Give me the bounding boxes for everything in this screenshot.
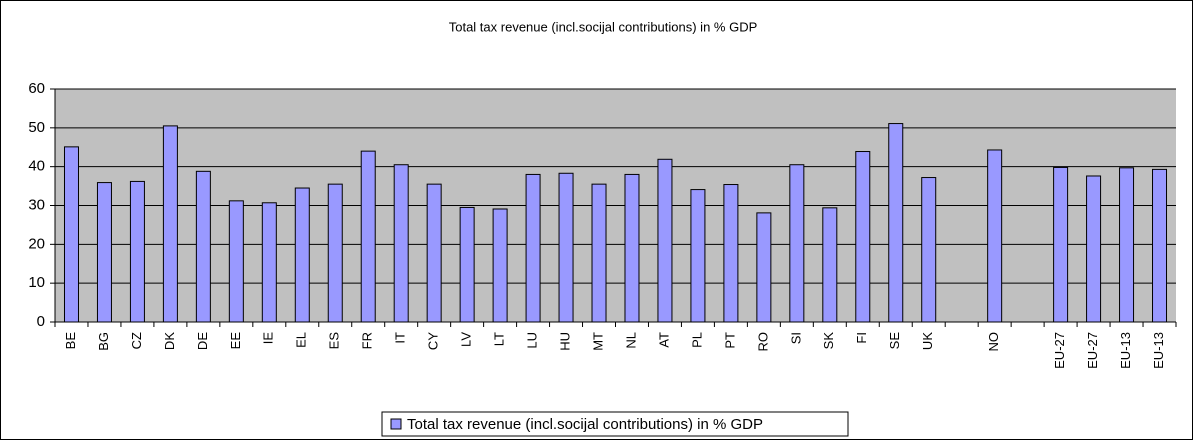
y-tick-label: 40 [28, 158, 45, 175]
bar [624, 173, 640, 323]
x-tick-label: MT [590, 332, 605, 351]
x-tick-label: RO [755, 332, 770, 352]
bar [690, 189, 706, 323]
x-tick-label: FR [360, 332, 375, 349]
bar [63, 146, 79, 323]
bar [492, 208, 508, 323]
x-tick-label: EU-27 [1085, 332, 1100, 369]
x-tick-label: NL [623, 332, 638, 349]
legend-label: Total tax revenue (incl.socijal contribu… [407, 416, 763, 433]
y-tick-label: 20 [28, 235, 45, 252]
bar [591, 183, 607, 323]
chart-title: Total tax revenue (incl.socijal contribu… [449, 19, 758, 34]
bar [129, 180, 145, 323]
bar [822, 207, 838, 323]
x-tick-label: DE [195, 332, 210, 350]
x-tick-label: CZ [129, 332, 144, 349]
bar [855, 151, 871, 323]
x-tick-label: EU-13 [1118, 332, 1133, 369]
x-tick-label: UK [920, 332, 935, 350]
x-tick-label: EL [294, 332, 309, 348]
x-tick-label: HU [557, 332, 572, 351]
bar [96, 182, 112, 323]
x-tick-label: FI [854, 332, 869, 344]
bar [987, 149, 1003, 323]
x-tick-label: BE [63, 332, 78, 350]
bar [327, 183, 343, 323]
x-tick-label: CY [426, 332, 441, 350]
x-tick-label: SK [821, 332, 836, 350]
x-tick-label: NO [986, 332, 1001, 352]
x-tick-label: EU-13 [1151, 332, 1166, 369]
bar [261, 202, 277, 323]
x-tick-label: PL [689, 332, 704, 348]
bar [558, 172, 574, 323]
x-tick-label: LV [459, 332, 474, 347]
x-tick-label: IT [393, 332, 408, 344]
x-tick-label: BG [96, 332, 111, 351]
x-tick-label: SI [788, 332, 803, 344]
x-tick-label: DK [162, 332, 177, 350]
x-tick-label: ES [327, 332, 342, 350]
bar [921, 177, 937, 323]
bar [657, 158, 673, 323]
x-tick-label: EU-27 [1052, 332, 1067, 369]
x-tick-label: LU [525, 332, 540, 349]
bar [195, 170, 211, 323]
x-tick-label: PT [722, 332, 737, 349]
x-tick-label: IE [261, 332, 276, 345]
bar [426, 183, 442, 323]
y-tick-label: 10 [28, 274, 45, 291]
bar [723, 184, 739, 323]
x-tick-label: SE [887, 332, 902, 350]
bar [360, 150, 376, 323]
bar [888, 123, 904, 323]
x-tick-label: LT [492, 332, 507, 346]
bar [1086, 175, 1102, 323]
bar [525, 173, 541, 323]
bar [294, 187, 310, 323]
bar [789, 164, 805, 323]
bar [756, 212, 772, 323]
bar [1053, 166, 1069, 323]
y-tick-label: 60 [28, 80, 45, 97]
y-tick-label: 30 [28, 196, 45, 213]
x-tick-label: EE [228, 332, 243, 350]
bar [1119, 167, 1135, 323]
bar [162, 125, 178, 323]
bar [459, 206, 475, 323]
y-tick-label: 50 [28, 119, 45, 136]
y-tick-label: 0 [37, 313, 45, 330]
legend-box [381, 411, 849, 437]
bar [228, 200, 244, 323]
bar [1152, 168, 1168, 323]
x-tick-label: AT [656, 332, 671, 348]
legend-swatch [390, 418, 402, 430]
bar [393, 164, 409, 323]
